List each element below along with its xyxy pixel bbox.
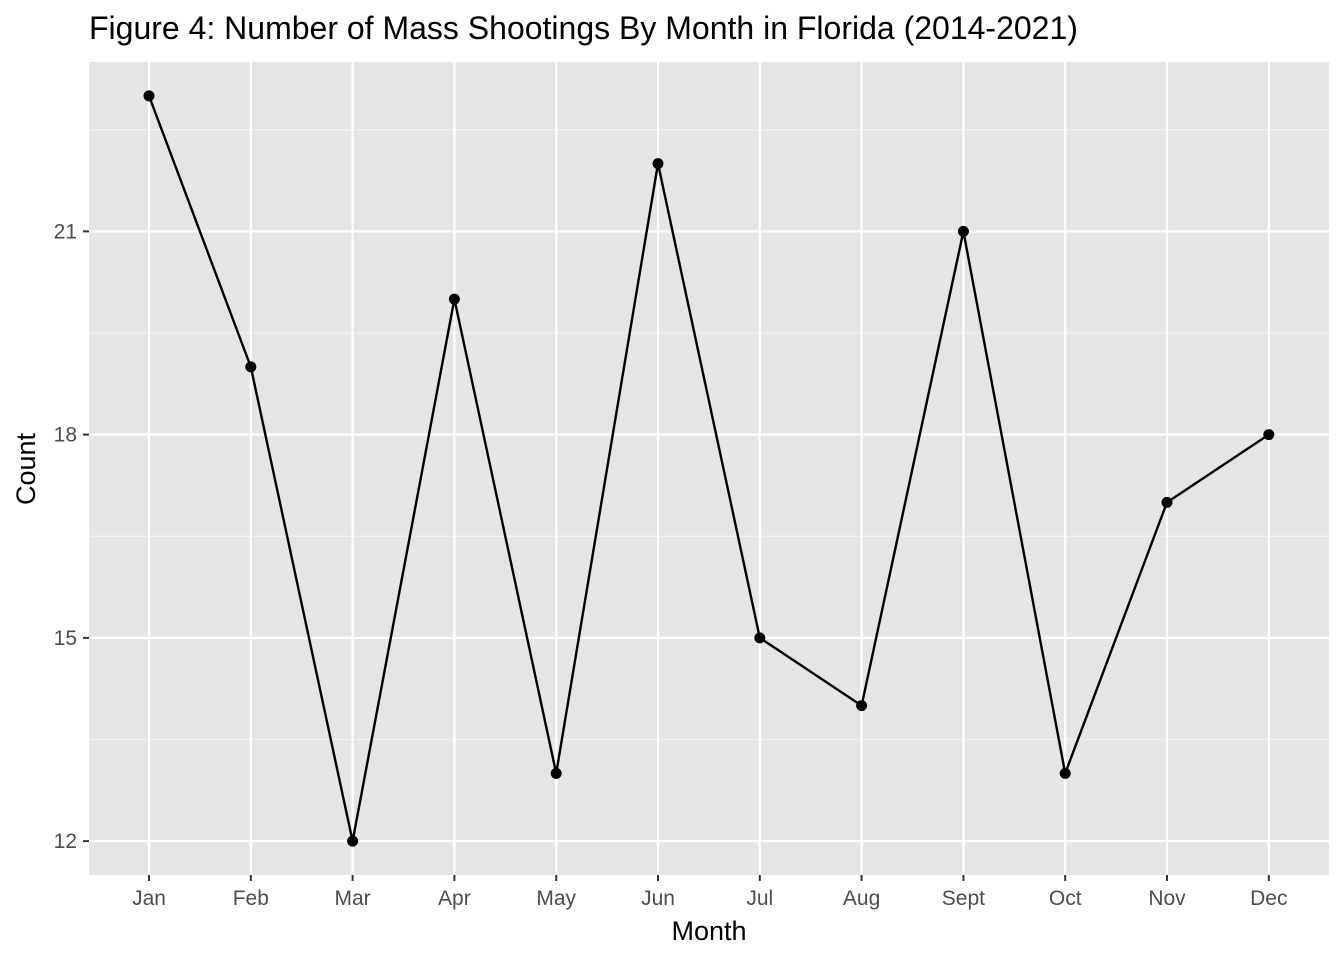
y-axis: 12 15 18 21 xyxy=(54,220,89,853)
x-axis: Jan Feb Mar Apr May Jun Jul Aug Sept Oct Nov Dec xyxy=(132,875,1287,910)
y-tick-label: 18 xyxy=(54,424,77,447)
y-tick-label: 15 xyxy=(54,627,77,650)
major-gridlines xyxy=(89,62,1329,875)
minor-gridlines xyxy=(89,129,1329,741)
data-point xyxy=(1161,496,1173,508)
x-tick-label: Jul xyxy=(746,887,773,910)
x-tick-label: Sept xyxy=(942,887,985,910)
data-point xyxy=(245,361,257,373)
data-point xyxy=(143,90,155,102)
data-point xyxy=(856,700,868,712)
data-point xyxy=(1263,429,1275,441)
y-tick-label: 21 xyxy=(54,220,77,243)
data-point xyxy=(550,767,562,779)
data-point xyxy=(754,632,766,644)
x-tick-label: Dec xyxy=(1250,887,1287,910)
data-point xyxy=(347,835,359,847)
series-line xyxy=(147,95,1270,843)
x-tick-label: Apr xyxy=(438,887,471,910)
y-axis-title: Count xyxy=(11,432,41,505)
series-layer xyxy=(143,90,1275,847)
data-point xyxy=(1059,767,1071,779)
y-tick-label: 12 xyxy=(54,830,77,853)
plot-panel xyxy=(89,62,1329,875)
x-tick-label: Nov xyxy=(1148,887,1186,910)
x-tick-label: Mar xyxy=(335,887,371,910)
x-tick-label: Jun xyxy=(641,887,675,910)
x-tick-label: Aug xyxy=(843,887,880,910)
chart-title: Figure 4: Number of Mass Shootings By Mo… xyxy=(89,10,1078,46)
data-point xyxy=(652,158,664,170)
x-tick-label: Jan xyxy=(132,887,166,910)
x-tick-label: May xyxy=(536,887,576,910)
x-tick-label: Feb xyxy=(233,887,269,910)
x-axis-title: Month xyxy=(671,916,746,946)
data-point xyxy=(957,225,969,237)
x-tick-label: Oct xyxy=(1049,887,1082,910)
data-point xyxy=(448,293,460,305)
